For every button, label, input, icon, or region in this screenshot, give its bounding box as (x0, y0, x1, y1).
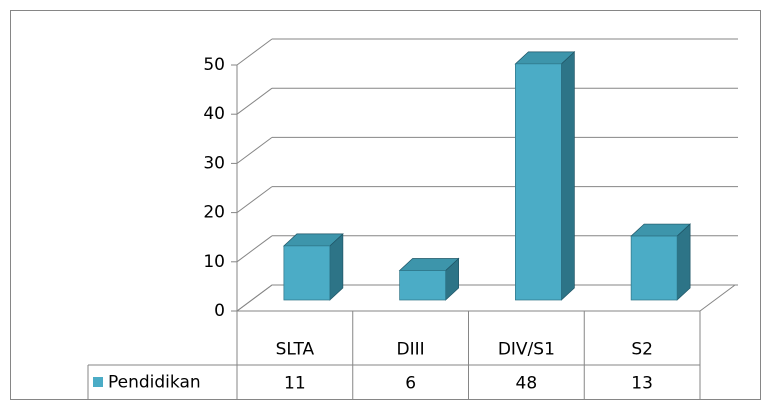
x-tick-label: SLTA (276, 340, 315, 360)
bar (515, 63, 562, 301)
bar-side (676, 223, 691, 301)
bar (283, 245, 331, 301)
grid-line (236, 284, 273, 312)
x-tick-label: S2 (631, 340, 653, 360)
legend-swatch (93, 377, 103, 387)
y-tick-label: 40 (203, 104, 225, 124)
grid-line (236, 186, 273, 214)
grid-line (236, 136, 273, 164)
table-value: 11 (284, 374, 306, 394)
legend-label: Pendidikan (108, 373, 201, 393)
grid-line (236, 38, 273, 66)
y-tick-label: 30 (203, 153, 225, 173)
x-tick-label: DIV/S1 (498, 340, 555, 360)
bar (630, 235, 678, 301)
y-tick-label: 10 (203, 252, 225, 272)
bar (399, 270, 446, 301)
chart-border (10, 10, 761, 400)
table-value: 6 (405, 374, 416, 394)
grid-line (236, 87, 273, 115)
table-value: 13 (631, 374, 653, 394)
x-tick-label: DIII (397, 340, 425, 360)
y-tick-label: 50 (203, 55, 225, 75)
bar-side (561, 51, 575, 301)
grid-line (236, 235, 273, 263)
y-tick-label: 20 (203, 203, 225, 223)
table-value: 48 (516, 374, 538, 394)
y-tick-label: 0 (214, 301, 225, 321)
